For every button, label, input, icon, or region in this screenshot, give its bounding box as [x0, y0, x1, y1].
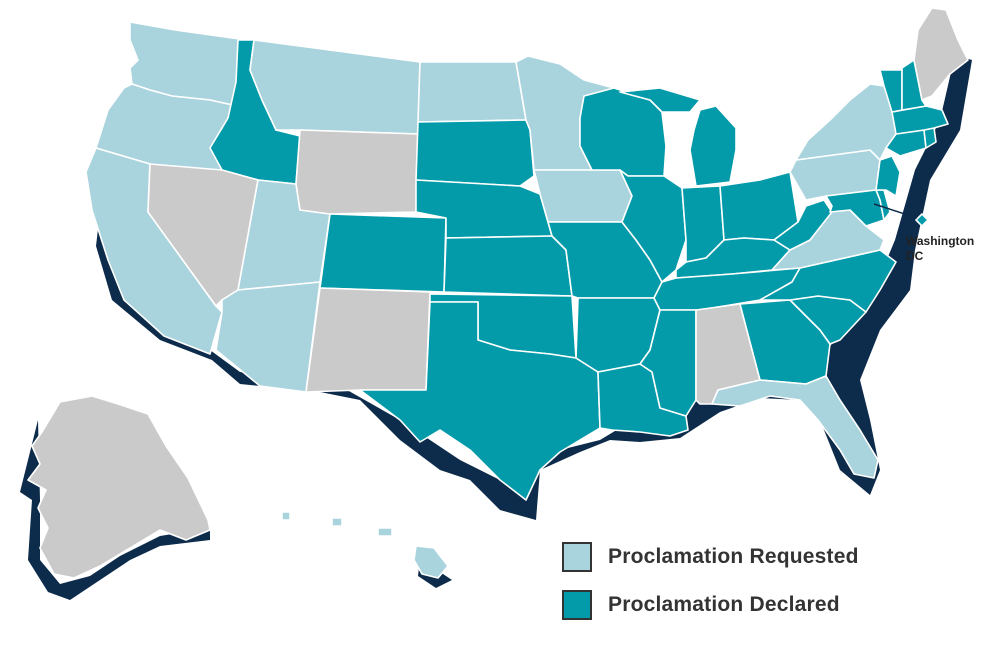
state-north-carolina — [759, 249, 897, 313]
dc-label-line2: DC — [906, 249, 924, 263]
state-florida — [711, 375, 879, 479]
state-wyoming — [295, 129, 419, 215]
legend-item-declared: Proclamation Declared — [562, 590, 859, 620]
state-kansas — [443, 235, 573, 297]
state-new-jersey — [875, 155, 901, 197]
legend-swatch-requested — [562, 542, 592, 572]
state-illinois — [619, 169, 687, 283]
state-colorado — [319, 213, 447, 293]
state-montana — [249, 39, 421, 135]
state-south-dakota — [415, 119, 535, 187]
map-legend: Proclamation Requested Proclamation Decl… — [562, 542, 859, 638]
dc-label: Washington DC — [906, 234, 974, 264]
state-alaska — [27, 395, 211, 579]
dc-callout-line — [873, 203, 918, 219]
state-iowa — [533, 169, 633, 223]
state-vermont — [879, 69, 903, 113]
state-new-york — [795, 83, 897, 161]
states-layer — [27, 7, 969, 579]
state-texas — [359, 301, 601, 501]
state-michigan — [619, 87, 737, 187]
state-west-virginia — [773, 199, 833, 251]
state-maine — [913, 7, 969, 101]
legend-item-requested: Proclamation Requested — [562, 542, 859, 572]
legend-swatch-declared — [562, 590, 592, 620]
dc-label-line1: Washington — [906, 234, 975, 248]
state-hawaii — [281, 511, 449, 579]
state-massachusetts — [891, 105, 949, 135]
legend-label-declared: Proclamation Declared — [608, 593, 840, 616]
state-new-mexico — [305, 287, 431, 393]
state-new-hampshire — [901, 59, 927, 111]
dc-marker — [915, 213, 929, 227]
state-north-dakota — [417, 61, 527, 123]
legend-label-requested: Proclamation Requested — [608, 545, 859, 568]
